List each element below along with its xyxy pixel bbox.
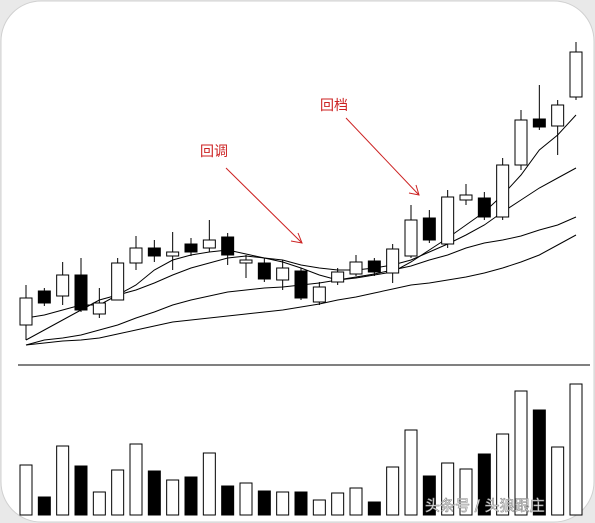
- candle-body: [74, 274, 88, 311]
- annotation: 回档: [320, 98, 348, 114]
- volume-bar: [239, 482, 253, 516]
- candle-body: [422, 217, 436, 241]
- candle-body: [331, 271, 345, 283]
- candle-body: [166, 251, 180, 257]
- volume-bar: [349, 487, 363, 516]
- volume-bar: [111, 469, 125, 516]
- candle-body: [367, 260, 381, 273]
- candle-body: [349, 261, 363, 275]
- volume-bar: [331, 492, 345, 516]
- candle-body: [37, 290, 51, 304]
- volume-bar: [441, 462, 455, 516]
- volume-bar: [477, 453, 491, 516]
- volume-bar: [514, 390, 528, 516]
- candle-body: [221, 236, 235, 256]
- candle-body: [477, 197, 491, 218]
- arrow: [345, 117, 420, 196]
- candle-body: [276, 267, 290, 281]
- volume-bar: [74, 465, 88, 516]
- candle-body: [184, 243, 198, 253]
- candle-body: [257, 262, 271, 280]
- candle-body: [569, 51, 583, 98]
- volume-bar: [294, 491, 308, 516]
- candle-body: [111, 262, 125, 301]
- volume-bar: [257, 490, 271, 516]
- candle-body: [386, 248, 400, 274]
- candle-body: [496, 164, 510, 218]
- candle-body: [92, 302, 106, 315]
- volume-bar: [532, 409, 546, 516]
- candle-body: [239, 259, 253, 264]
- volume-bar: [184, 476, 198, 516]
- candle-body: [551, 104, 565, 127]
- volume-bar: [569, 383, 583, 516]
- volume-bar: [386, 466, 400, 516]
- arrow-head: [408, 184, 420, 196]
- candle-body: [312, 286, 326, 303]
- volume-bar: [202, 452, 216, 516]
- volume-bar: [312, 499, 326, 516]
- volume-bar: [404, 429, 418, 516]
- candle-body: [294, 270, 308, 299]
- volume-bar: [496, 433, 510, 516]
- candle-body: [202, 239, 216, 249]
- candle-body: [404, 219, 418, 257]
- arrow: [225, 167, 303, 244]
- annotation: 回调: [200, 144, 228, 160]
- volume-bar: [367, 501, 381, 516]
- volume-bar: [147, 470, 161, 516]
- volume-bar: [92, 491, 106, 516]
- volume-bar: [19, 464, 33, 516]
- candle-body: [19, 297, 33, 326]
- volume-bar: [166, 479, 180, 516]
- candle-body: [532, 118, 546, 128]
- volume-bar: [551, 446, 565, 516]
- volume-bar: [221, 485, 235, 516]
- moving-average: [25, 234, 577, 346]
- watermark: 头条号 / 头狼跟庄: [425, 497, 545, 515]
- volume-bar: [56, 445, 70, 516]
- candle-body: [514, 119, 528, 166]
- volume-bar: [37, 496, 51, 516]
- candle-body: [441, 196, 455, 245]
- candle-body: [56, 274, 70, 297]
- arrow-head: [290, 232, 303, 244]
- volume-bar: [276, 491, 290, 516]
- volume-bar: [459, 468, 473, 516]
- volume-bar: [129, 443, 143, 516]
- volume-bar: [422, 475, 436, 516]
- candle-body: [459, 194, 473, 201]
- candle-body: [147, 247, 161, 257]
- candle-body: [129, 247, 143, 264]
